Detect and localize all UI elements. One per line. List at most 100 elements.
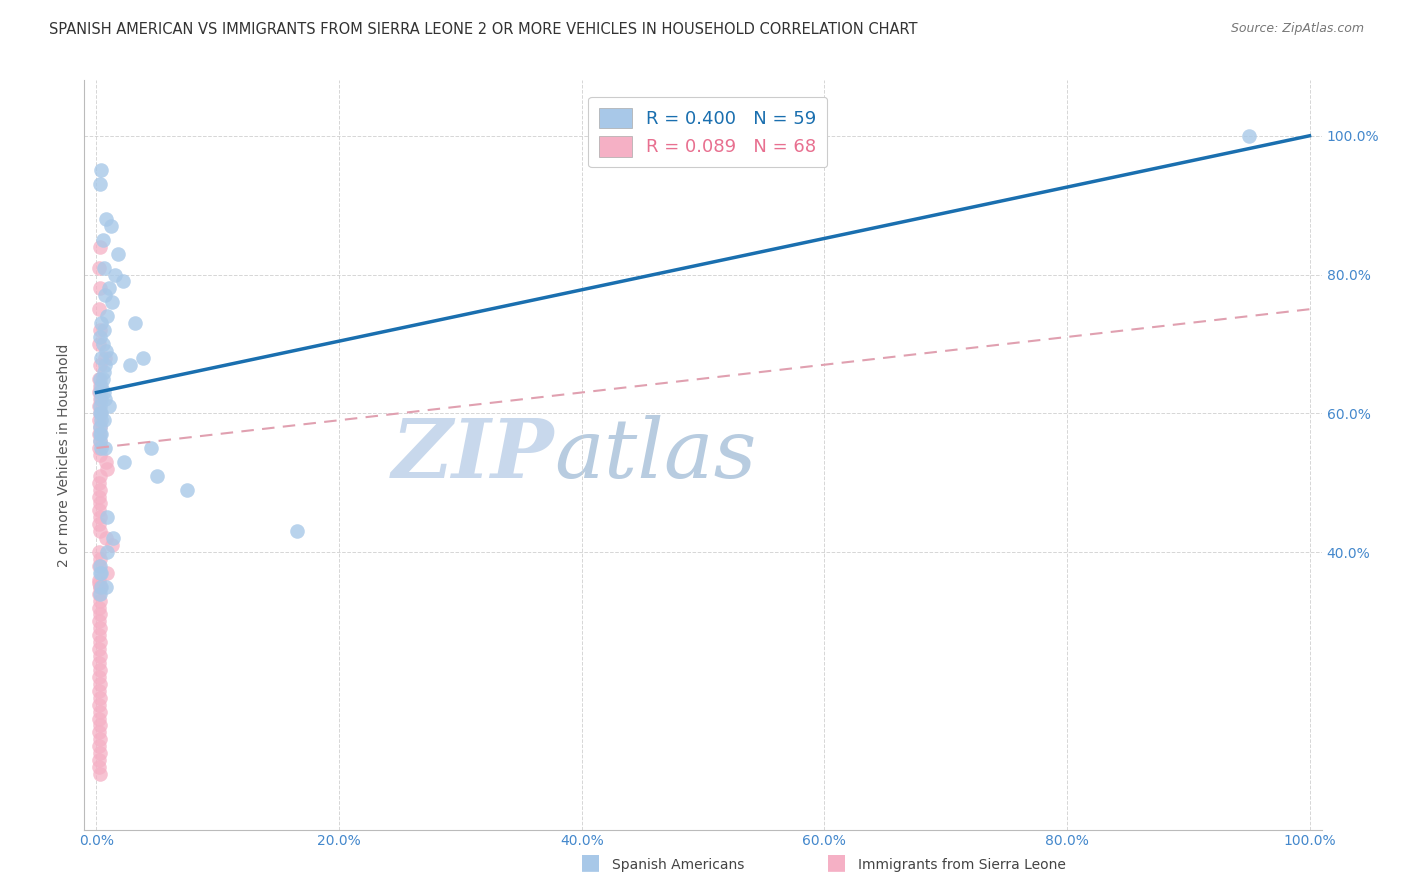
Point [89,420,111,434]
Point [91,371,114,385]
Point [94,441,117,455]
Point [89,587,111,601]
Point [89,427,111,442]
Point [124,316,146,330]
Point [89,420,111,434]
Point [96,566,118,580]
Point [103,531,125,545]
Point [90,580,112,594]
Point [107,246,129,260]
Point [89,718,111,732]
Point [97,281,120,295]
Point [87,490,110,504]
Point [89,580,111,594]
Point [87,371,110,385]
Point [87,558,110,573]
Point [89,406,111,420]
Point [89,400,111,414]
Point [89,663,111,677]
Point [120,358,142,372]
Point [90,441,112,455]
Point [94,351,117,365]
Point [96,531,118,545]
Point [89,607,111,622]
Point [87,739,110,754]
Point [89,746,111,760]
Point [89,406,111,420]
Point [89,649,111,664]
Text: atlas: atlas [554,415,756,495]
Point [96,545,118,559]
Point [96,455,118,469]
Point [146,468,169,483]
Point [87,642,110,657]
Text: Source: ZipAtlas.com: Source: ZipAtlas.com [1230,22,1364,36]
Point [87,545,110,559]
Point [96,309,118,323]
Point [96,343,118,358]
Point [89,385,111,400]
Point [87,503,110,517]
Point [87,683,110,698]
Point [87,587,110,601]
Point [176,483,198,497]
Point [87,725,110,739]
Point [89,496,111,510]
Point [87,400,110,414]
Point [89,358,111,372]
Point [93,260,115,275]
Text: ■: ■ [581,853,600,872]
Point [87,475,110,490]
Point [90,378,112,392]
Point [89,468,111,483]
Point [96,212,118,227]
Point [87,302,110,317]
Point [90,566,112,580]
Point [87,573,110,587]
Point [87,385,110,400]
Point [96,510,118,524]
Point [87,753,110,767]
Point [89,552,111,566]
Y-axis label: 2 or more Vehicles in Household: 2 or more Vehicles in Household [58,343,72,566]
Text: Immigrants from Sierra Leone: Immigrants from Sierra Leone [858,858,1066,872]
Point [89,677,111,691]
Point [89,732,111,747]
Point [89,705,111,719]
Point [89,593,111,607]
Point [87,712,110,726]
Text: SPANISH AMERICAN VS IMMIGRANTS FROM SIERRA LEONE 2 OR MORE VEHICLES IN HOUSEHOLD: SPANISH AMERICAN VS IMMIGRANTS FROM SIER… [49,22,918,37]
Point [89,690,111,705]
Point [89,524,111,539]
Point [91,337,114,351]
Point [100,219,122,233]
Point [90,427,112,442]
Point [112,275,135,289]
Point [89,448,111,462]
Point [96,580,118,594]
Point [89,434,111,448]
Point [87,656,110,670]
Point [1237,128,1260,143]
Point [89,240,111,254]
Point [87,517,110,532]
Point [90,351,112,365]
Point [89,378,111,392]
Point [89,767,111,781]
Point [112,455,135,469]
Point [87,441,110,455]
Point [89,621,111,635]
Point [90,413,112,427]
Point [89,323,111,337]
Point [285,524,308,539]
Text: ■: ■ [827,853,846,872]
Point [89,178,111,192]
Point [90,163,112,178]
Point [87,260,110,275]
Point [87,337,110,351]
Text: ZIP: ZIP [392,415,554,495]
Point [93,413,115,427]
Point [87,413,110,427]
Point [89,434,111,448]
Point [89,558,111,573]
